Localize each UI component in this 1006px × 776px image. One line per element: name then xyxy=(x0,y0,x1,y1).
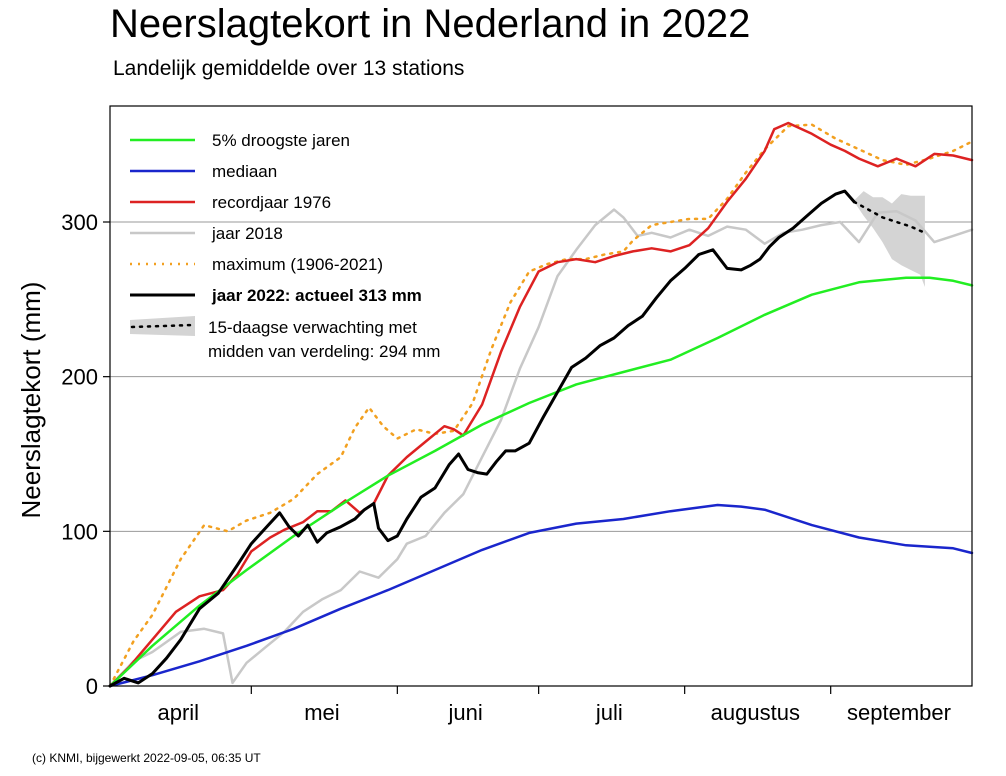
x-axis-ticks: april mei juni juli augustus september xyxy=(158,686,951,725)
forecast-median-line xyxy=(852,200,927,235)
y-tick-label: 300 xyxy=(61,210,98,235)
x-tick-label-april: april xyxy=(158,700,200,725)
plot-frame xyxy=(109,105,973,687)
legend-label-jaar-2018: jaar 2018 xyxy=(211,224,283,243)
legend: 5% droogste jaren mediaan recordjaar 1976 j… xyxy=(130,131,440,361)
legend-swatch-forecast-band xyxy=(130,316,195,336)
y-tick-label: 200 xyxy=(61,365,98,390)
legend-swatch-forecast-median xyxy=(130,323,195,329)
series-line-mediaan xyxy=(108,503,974,688)
x-tick-label-mei: mei xyxy=(304,700,339,725)
series-line-recordjaar-1976 xyxy=(108,121,974,688)
series-line-jaar-2018 xyxy=(108,208,974,688)
y-axis-title: Neerslagtekort (mm) xyxy=(16,282,46,519)
series-line-jaar-2022-actueel-313-mm xyxy=(108,189,856,688)
legend-label-recordjaar-1976: recordjaar 1976 xyxy=(212,193,331,212)
legend-label-maximum-1906-2021: maximum (1906-2021) xyxy=(212,255,383,274)
y-tick-label: 0 xyxy=(86,674,98,699)
legend-label-forecast-line2: midden van verdeling: 294 mm xyxy=(208,342,440,361)
series-line-5-droogste-jaren xyxy=(108,276,974,688)
y-tick-label: 100 xyxy=(61,519,98,544)
chart-subtitle: Landelijk gemiddelde over 13 stations xyxy=(113,57,465,80)
legend-label-mediaan: mediaan xyxy=(212,162,277,181)
forecast-band-layer xyxy=(854,191,925,287)
x-tick-label-september: september xyxy=(847,700,951,725)
x-tick-label-juli: juli xyxy=(595,700,623,725)
legend-label-jaar-2022-actueel-313-mm: jaar 2022: actueel 313 mm xyxy=(211,286,422,305)
forecast-band xyxy=(854,191,925,287)
chart-title: Neerslagtekort in Nederland in 2022 xyxy=(110,2,751,46)
legend-label-5-droogste-jaren: 5% droogste jaren xyxy=(212,131,350,150)
series-layer xyxy=(108,121,974,688)
y-axis-ticks: 0 100 200 300 xyxy=(61,210,110,699)
legend-label-forecast: 15-daagse verwachting met xyxy=(208,318,417,337)
copyright-note: (c) KNMI, bijgewerkt 2022-09-05, 06:35 U… xyxy=(32,751,261,765)
x-tick-label-augustus: augustus xyxy=(711,700,800,725)
x-tick-label-juni: juni xyxy=(448,700,483,725)
